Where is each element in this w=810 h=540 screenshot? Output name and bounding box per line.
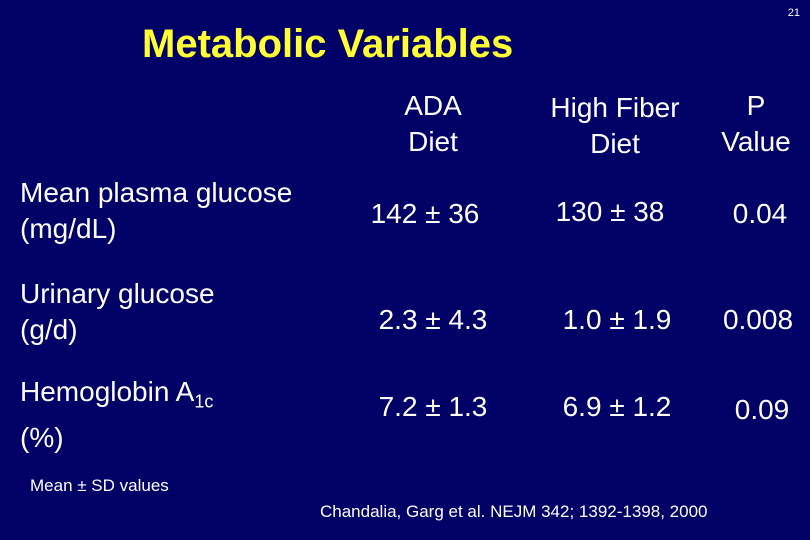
cell-fiber-urinary-glucose: 1.0 ± 1.9: [562, 304, 672, 335]
cell-p-urinary-glucose: 0.008: [722, 304, 794, 335]
column-header-line2: Diet: [408, 126, 458, 157]
column-header-line1: High Fiber: [550, 92, 680, 123]
column-header-line2: Diet: [590, 128, 640, 159]
row-label-urinary-glucose: Urinary glucose (g/d): [20, 276, 215, 348]
cell-fiber-mean-plasma-glucose: 130 ± 38: [555, 196, 665, 227]
row-label-line2: (mg/dL): [20, 213, 117, 244]
column-header-ada-diet: ADA Diet: [378, 88, 488, 160]
column-header-p-value: P Value: [706, 88, 806, 160]
cell-ada-urinary-glucose: 2.3 ± 4.3: [378, 304, 488, 335]
cell-p-hemoglobin-a1c: 0.09: [734, 394, 790, 425]
cell-p-mean-plasma-glucose: 0.04: [732, 198, 788, 229]
row-label-line1: Mean plasma glucose: [20, 177, 293, 208]
row-label-line2: (g/d): [20, 314, 78, 345]
column-header-line1: ADA: [404, 90, 462, 121]
row-label-hemoglobin-a1c: Hemoglobin A1c (%): [20, 374, 213, 456]
cell-ada-hemoglobin-a1c: 7.2 ± 1.3: [378, 391, 488, 422]
column-header-line1: P: [746, 90, 766, 121]
column-header-line2: Value: [721, 126, 791, 157]
row-label-main: Hemoglobin A: [20, 376, 195, 407]
row-label-line2: (%): [20, 421, 64, 453]
cell-fiber-hemoglobin-a1c: 6.9 ± 1.2: [562, 391, 672, 422]
row-label-mean-plasma-glucose: Mean plasma glucose (mg/dL): [20, 175, 292, 247]
citation: Chandalia, Garg et al. NEJM 342; 1392-13…: [320, 502, 708, 521]
footnote: Mean ± SD values: [30, 476, 169, 495]
slide-number: 21: [787, 7, 800, 19]
row-label-subscript: 1c: [194, 391, 214, 412]
cell-ada-mean-plasma-glucose: 142 ± 36: [370, 198, 480, 229]
row-label-line1: Urinary glucose: [20, 278, 215, 309]
column-header-high-fiber-diet: High Fiber Diet: [530, 90, 700, 162]
slide-title: Metabolic Variables: [142, 22, 514, 66]
row-label-line1: Hemoglobin A1c: [20, 374, 213, 420]
